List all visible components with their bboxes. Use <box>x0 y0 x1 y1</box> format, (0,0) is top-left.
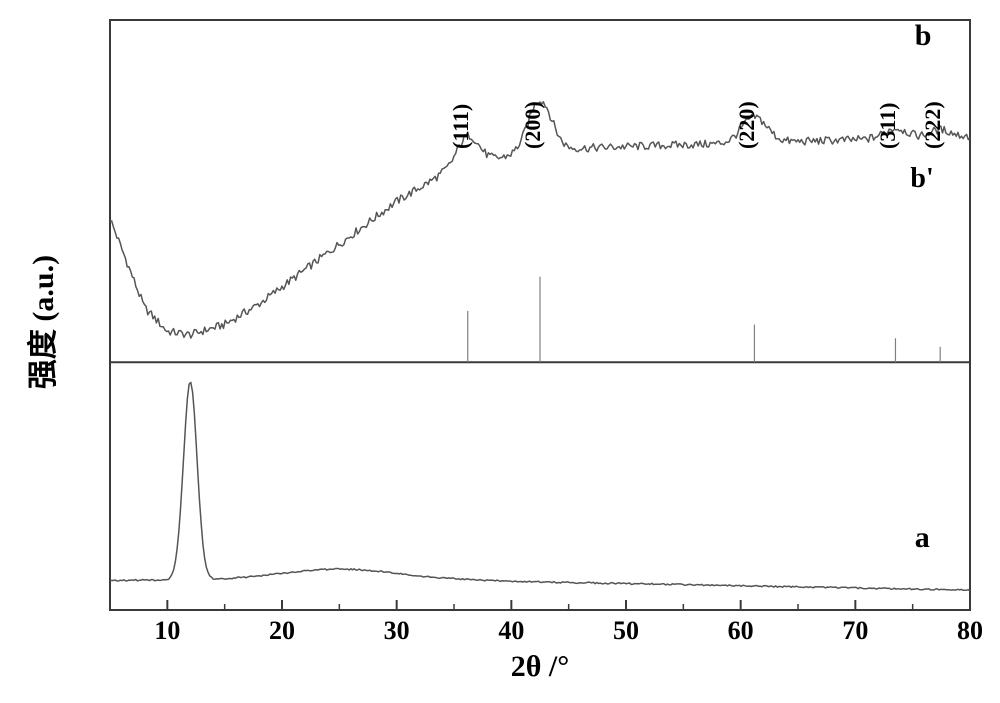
x-tick-label: 50 <box>613 616 639 646</box>
x-tick-label: 40 <box>498 616 524 646</box>
x-tick-label: 10 <box>154 616 180 646</box>
x-tick-label: 20 <box>269 616 295 646</box>
miller-index-label: (200) <box>520 101 546 149</box>
miller-index-label: (311) <box>875 102 901 148</box>
miller-index-label: (222) <box>920 101 946 149</box>
x-axis-label-text: 2θ /° <box>511 650 570 683</box>
trace-label-b-prime: b' <box>910 163 933 195</box>
x-axis-label: 2θ /° <box>110 650 970 684</box>
x-tick-label: 70 <box>842 616 868 646</box>
plot-svg <box>0 0 1000 703</box>
trace-label-b: b <box>915 19 932 53</box>
xrd-figure: 强度 (a.u.) 1020304050607080 2θ /° b b' a … <box>0 0 1000 703</box>
x-tick-label: 60 <box>728 616 754 646</box>
x-tick-label: 80 <box>957 616 983 646</box>
miller-index-label: (220) <box>734 101 760 149</box>
miller-index-label: (111) <box>448 103 474 148</box>
x-tick-label: 30 <box>384 616 410 646</box>
trace-label-a: a <box>915 521 930 555</box>
